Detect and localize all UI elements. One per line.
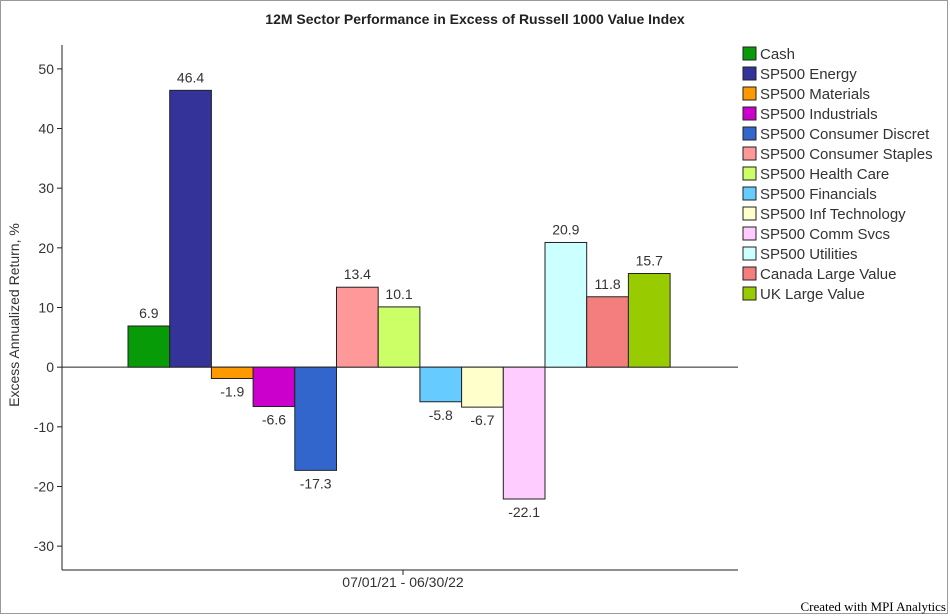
legend: Cash SP500 Energy SP500 Materials SP500 Ind… xyxy=(742,46,933,303)
bar xyxy=(169,89,212,368)
bar xyxy=(502,366,546,500)
bar-value-label: 15.7 xyxy=(636,252,663,268)
legend-entry: SP500 Inf Technology xyxy=(760,206,906,223)
y-tick-label: 0 xyxy=(46,359,54,375)
x-tick-label: 07/01/21 - 06/30/22 xyxy=(342,574,464,590)
bar-value-label: -17.3 xyxy=(300,475,332,491)
bar-labels: 6.9 46.4 -1.9 -6.6 -17.3 13.4 10.1 -5.8 -6.7 -22.… xyxy=(139,69,663,520)
legend-entry: SP500 Consumer Discret xyxy=(760,126,930,143)
legend-entry: SP500 Utilities xyxy=(760,246,858,263)
legend-swatch xyxy=(742,146,757,161)
chart-title: 12M Sector Performance in Excess of Russ… xyxy=(265,11,685,27)
y-tick-label: 40 xyxy=(38,121,54,137)
bar-value-label: 6.9 xyxy=(139,305,159,321)
y-tick-label: -10 xyxy=(34,419,54,435)
bar xyxy=(294,366,337,471)
legend-swatch xyxy=(742,166,757,181)
legend-swatch xyxy=(742,226,757,241)
bar-value-label: -6.7 xyxy=(470,412,494,428)
y-tick-label: 20 xyxy=(38,240,54,256)
legend-entry: SP500 Consumer Staples xyxy=(760,146,933,163)
legend-entry: SP500 Health Care xyxy=(760,166,889,183)
legend-entry: SP500 Comm Svcs xyxy=(760,226,890,243)
legend-entry: UK Large Value xyxy=(760,286,865,303)
bar xyxy=(252,366,296,408)
bar xyxy=(461,366,504,408)
legend-swatch xyxy=(742,86,757,101)
y-axis-label: Excess Annualized Return, % xyxy=(6,223,22,407)
legend-entry: SP500 Industrials xyxy=(760,106,878,123)
bar-value-label: 20.9 xyxy=(552,221,579,237)
bar-value-label: 10.1 xyxy=(385,286,412,302)
legend-swatch xyxy=(742,106,757,121)
legend-entry: SP500 Materials xyxy=(760,86,870,103)
bar-value-label: -6.6 xyxy=(262,412,286,428)
y-tick-label: -30 xyxy=(34,538,54,554)
bar xyxy=(127,325,171,368)
bar-value-label: -1.9 xyxy=(220,383,244,399)
legend-entry: Canada Large Value xyxy=(760,266,897,283)
bar xyxy=(419,366,463,403)
legend-swatch xyxy=(742,66,757,81)
y-tick-label: 10 xyxy=(38,300,54,316)
bar-value-label: -22.1 xyxy=(508,504,540,520)
bar-value-label: 11.8 xyxy=(594,276,620,292)
bars xyxy=(127,89,671,500)
y-tick-label: 50 xyxy=(38,61,54,77)
legend-swatch xyxy=(742,286,757,301)
legend-swatch xyxy=(742,246,757,261)
legend-swatch xyxy=(742,126,757,141)
legend-entry: Cash xyxy=(760,46,795,63)
legend-entry: SP500 Financials xyxy=(760,186,877,203)
bar xyxy=(627,272,671,368)
legend-swatch xyxy=(742,186,757,201)
y-tick-label: 30 xyxy=(38,180,54,196)
bar-value-label: 13.4 xyxy=(344,266,371,282)
bar xyxy=(544,241,588,368)
legend-swatch xyxy=(742,206,757,221)
bar xyxy=(586,296,629,368)
footer-credit: Created with MPI Analytics xyxy=(800,599,946,614)
bar xyxy=(377,306,421,368)
legend-swatch xyxy=(742,266,757,281)
legend-swatch xyxy=(742,46,757,61)
bar-value-label: 46.4 xyxy=(177,69,204,85)
y-tick-label: -20 xyxy=(34,478,54,494)
legend-entry: SP500 Energy xyxy=(760,66,857,83)
axes: -30 -20 -10 0 10 20 30 40 50 07/01/21 - 06/30/22 xyxy=(34,45,738,590)
bar xyxy=(210,366,254,379)
bar xyxy=(336,286,379,368)
bar-value-label: -5.8 xyxy=(429,407,453,423)
